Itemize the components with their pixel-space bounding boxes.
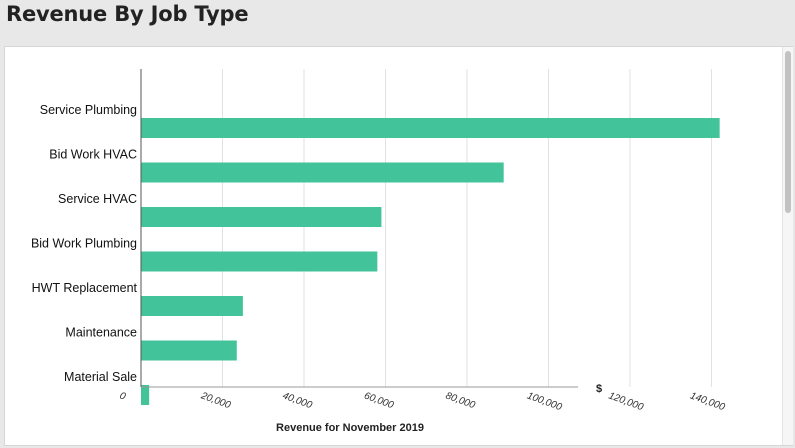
- scrollbar-thumb[interactable]: [785, 51, 791, 213]
- x-tick-label: 100,000: [525, 390, 563, 413]
- x-tick-label: 120,000: [607, 390, 645, 413]
- bar[interactable]: [141, 162, 504, 183]
- x-unit-label: $: [596, 383, 602, 395]
- gridlines: [222, 69, 712, 387]
- category-labels: Service Plumbing Bid Work HVAC Service HVA…: [31, 103, 138, 384]
- bar[interactable]: [141, 251, 378, 272]
- x-tick-label: 60,000: [362, 390, 395, 411]
- bar[interactable]: [141, 118, 720, 138]
- bar[interactable]: [141, 207, 382, 227]
- chart-panel: Service Plumbing Bid Work HVAC Service HVA…: [4, 46, 793, 446]
- category-label: Maintenance: [65, 326, 137, 340]
- category-label: Bid Work Plumbing: [31, 237, 137, 251]
- page-title: Revenue By Job Type: [6, 2, 249, 26]
- category-label: Bid Work HVAC: [49, 148, 137, 162]
- x-tick-label: 20,000: [199, 390, 233, 411]
- category-label: Service Plumbing: [40, 103, 137, 117]
- scrollbar[interactable]: [782, 47, 793, 445]
- category-label: Material Sale: [64, 370, 137, 384]
- category-label: HWT Replacement: [32, 281, 138, 295]
- bar[interactable]: [141, 296, 243, 316]
- x-tick-labels: 0 20,000 40,000 60,000 80,000 100,000 120,000 1…: [118, 390, 727, 413]
- bar-chart: Service Plumbing Bid Work HVAC Service HVA…: [31, 69, 727, 434]
- x-tick-label: 40,000: [281, 390, 314, 411]
- bar[interactable]: [141, 340, 237, 361]
- x-axis-title: Revenue for November 2019: [276, 422, 424, 434]
- x-tick-label: 140,000: [688, 390, 726, 413]
- bar[interactable]: [141, 385, 150, 405]
- bars: [141, 118, 720, 405]
- x-tick-label: 80,000: [444, 390, 477, 411]
- x-tick-label: 0: [118, 390, 127, 402]
- category-label: Service HVAC: [58, 192, 137, 206]
